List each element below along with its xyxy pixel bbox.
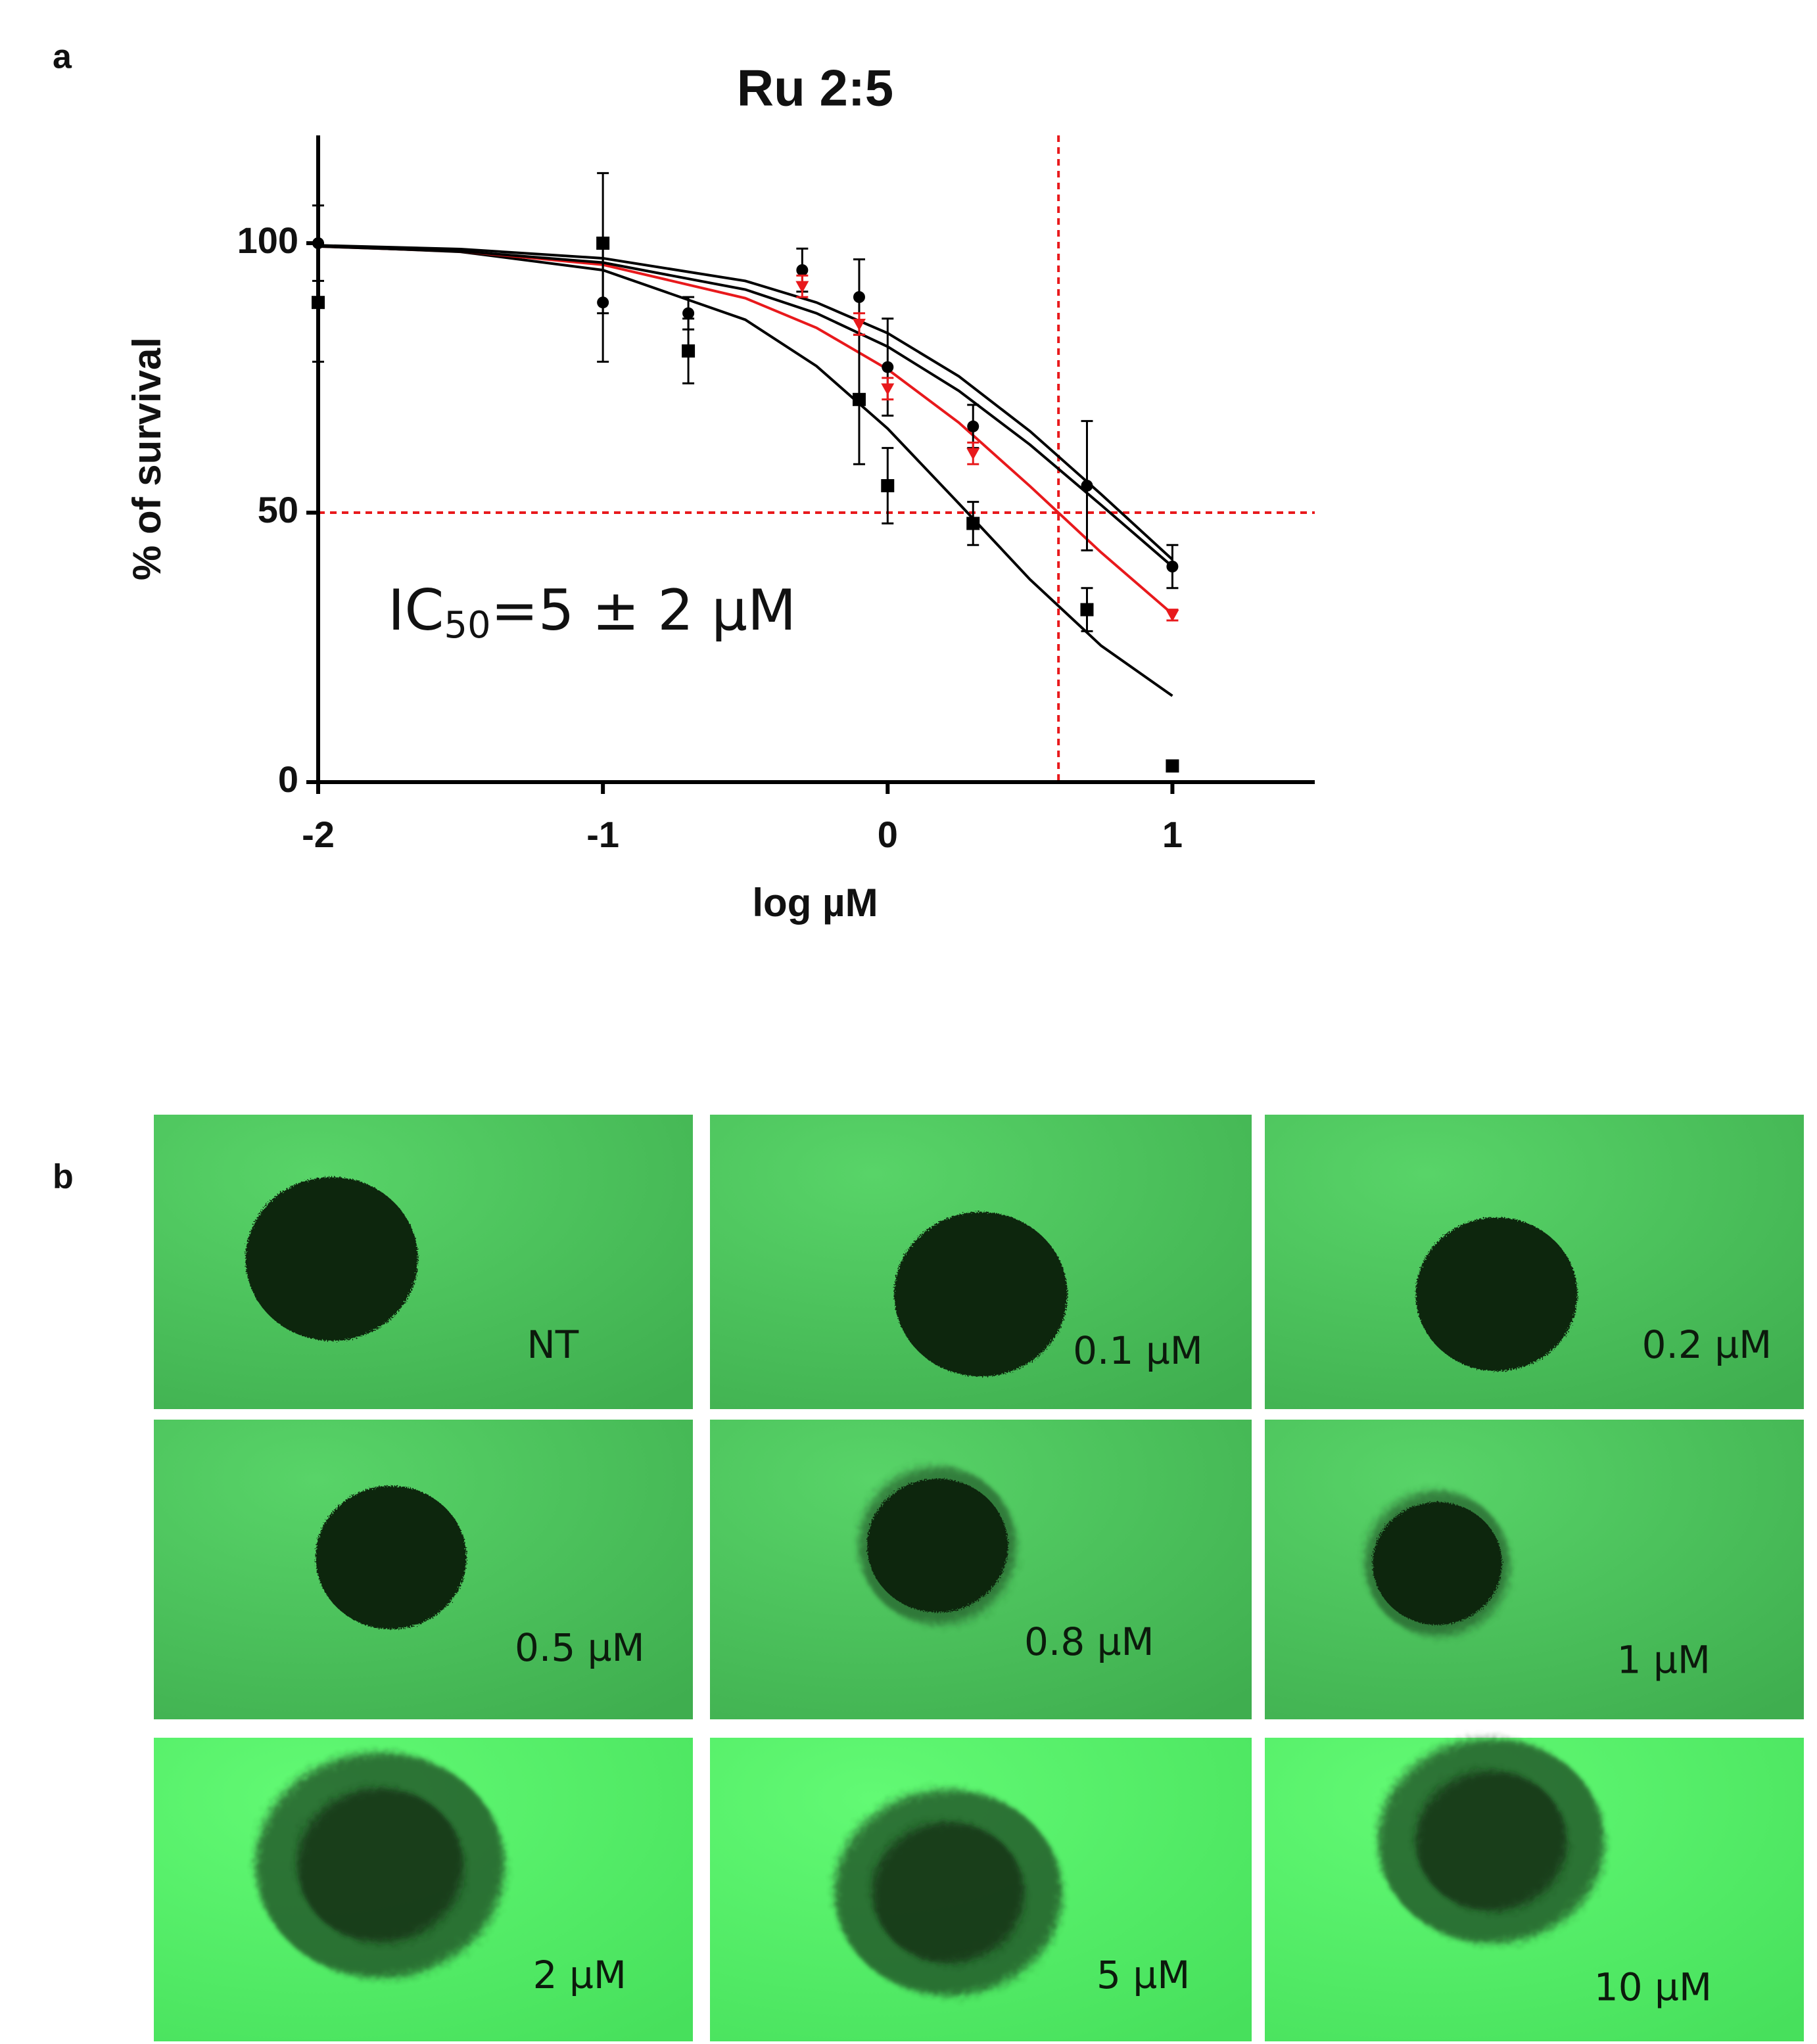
- micrograph-background: [154, 1115, 693, 1409]
- data-point: [966, 448, 980, 460]
- data-point: [882, 361, 894, 373]
- micrograph: NT: [154, 1115, 693, 1409]
- micrograph-label: 5 µM: [1097, 1953, 1190, 1997]
- panel-label: b: [53, 1158, 74, 1196]
- data-point: [312, 237, 324, 249]
- annotation-subscript: 50: [444, 604, 490, 647]
- data-point: [795, 281, 809, 293]
- micrograph-label: 0.5 µM: [515, 1625, 645, 1670]
- data-point: [966, 517, 980, 530]
- y-tick-label: 50: [258, 489, 298, 530]
- data-point: [881, 479, 895, 492]
- spheroid: [1373, 1502, 1502, 1625]
- x-tick-label: -2: [302, 814, 335, 855]
- micrograph: 0.8 µM: [710, 1420, 1252, 1719]
- micrograph: 5 µM: [710, 1738, 1252, 2041]
- fit-curve: [318, 244, 1173, 568]
- spheroid: [1415, 1217, 1578, 1372]
- micrograph: 1 µM: [1265, 1420, 1804, 1719]
- micrograph: 10 µM: [1265, 1738, 1804, 2041]
- data-point: [1081, 480, 1093, 492]
- fit-curve: [318, 244, 1173, 615]
- micrograph-label: 10 µM: [1594, 1965, 1712, 2010]
- micrograph: 2 µM: [154, 1738, 693, 2041]
- micrograph-label: 0.1 µM: [1073, 1328, 1203, 1373]
- data-point: [1080, 603, 1094, 616]
- micrograph-label: 0.2 µM: [1642, 1322, 1772, 1367]
- data-point: [682, 344, 696, 358]
- fit-curve: [318, 244, 1173, 697]
- data-point: [852, 392, 866, 406]
- micrograph: 0.1 µM: [710, 1115, 1252, 1409]
- spheroid: [245, 1176, 418, 1341]
- x-tick-label: 1: [1162, 814, 1183, 855]
- x-axis-label: log µM: [752, 881, 878, 925]
- micrograph: 0.2 µM: [1265, 1115, 1804, 1409]
- data-point: [1166, 561, 1179, 572]
- y-axis-label: % of survival: [125, 337, 169, 580]
- spheroid: [316, 1485, 467, 1629]
- annotation-text: =5 ± 2 µM: [491, 578, 796, 643]
- x-tick-label: 0: [878, 814, 898, 855]
- data-point: [1166, 759, 1179, 773]
- data-point: [312, 296, 325, 310]
- spheroid: [297, 1788, 463, 1943]
- micrograph-label: 0.8 µM: [1024, 1619, 1154, 1664]
- data-point: [852, 319, 866, 331]
- data-point: [881, 383, 895, 396]
- micrograph-label: NT: [527, 1322, 578, 1367]
- spheroid: [894, 1212, 1068, 1377]
- data-point: [967, 420, 979, 432]
- chart-title: Ru 2:5: [737, 59, 893, 117]
- panel-label: a: [53, 38, 72, 76]
- data-point: [597, 296, 609, 309]
- micrograph-label: 1 µM: [1617, 1637, 1711, 1682]
- spheroid: [872, 1822, 1024, 1963]
- spheroid: [866, 1478, 1008, 1613]
- annotation: IC50=5 ± 2 µM: [388, 578, 796, 647]
- y-tick-label: 100: [237, 220, 298, 261]
- data-point: [1166, 609, 1179, 622]
- x-tick-label: -1: [586, 814, 619, 855]
- data-point: [796, 264, 809, 276]
- data-point: [682, 307, 695, 319]
- data-point: [853, 291, 865, 303]
- spheroid: [1415, 1771, 1567, 1911]
- micrograph: 0.5 µM: [154, 1420, 693, 1719]
- annotation-text: IC: [388, 578, 444, 643]
- fit-curve: [318, 244, 1173, 561]
- y-tick-label: 0: [278, 758, 298, 800]
- micrograph-label: 2 µM: [533, 1953, 626, 1997]
- micrograph-background: [1265, 1420, 1804, 1719]
